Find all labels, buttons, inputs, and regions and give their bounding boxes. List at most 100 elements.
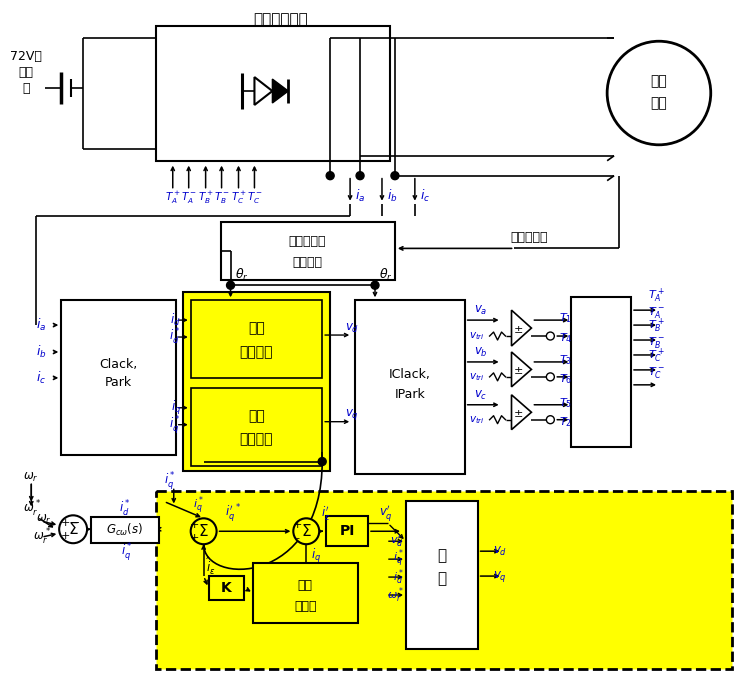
- Text: $v_d'$: $v_d'$: [390, 533, 404, 550]
- Text: $i_\varepsilon'$: $i_\varepsilon'$: [321, 505, 331, 523]
- Text: $\hat{i}_\varepsilon$: $\hat{i}_\varepsilon$: [205, 556, 215, 577]
- Bar: [208, 576, 244, 600]
- Text: $v_{tri}$: $v_{tri}$: [468, 414, 484, 426]
- Bar: [183, 292, 330, 471]
- Bar: [191, 388, 322, 466]
- Text: +: +: [190, 533, 199, 543]
- Text: $i_c$: $i_c$: [36, 370, 47, 386]
- Text: $v_q$: $v_q$: [345, 407, 359, 422]
- Text: $i_a$: $i_a$: [36, 317, 47, 333]
- Text: 72V直: 72V直: [11, 50, 42, 62]
- Text: $T_C^+$: $T_C^+$: [648, 346, 665, 365]
- Text: $\Sigma$: $\Sigma$: [199, 523, 209, 539]
- Text: $T_C^-$: $T_C^-$: [247, 190, 262, 205]
- Text: $i_c$: $i_c$: [420, 188, 430, 204]
- Text: $T_B^-$: $T_B^-$: [648, 335, 665, 350]
- Text: $i_q^*$: $i_q^*$: [169, 414, 180, 436]
- Text: $i_q^*$: $i_q^*$: [164, 471, 176, 493]
- Text: 流电: 流电: [19, 66, 34, 78]
- Text: $i_q$: $i_q$: [311, 547, 321, 565]
- Text: $\omega_r$: $\omega_r$: [35, 513, 51, 526]
- Bar: [156, 26, 390, 161]
- Text: $T_3$: $T_3$: [559, 353, 572, 367]
- Text: $T_1$: $T_1$: [559, 311, 572, 325]
- Text: $i_q'^*$: $i_q'^*$: [226, 502, 242, 525]
- Text: $T_A^+$: $T_A^+$: [648, 287, 665, 305]
- Bar: [61, 300, 176, 455]
- Text: $T_6$: $T_6$: [559, 372, 572, 386]
- Circle shape: [318, 457, 326, 466]
- Circle shape: [547, 332, 554, 340]
- Text: $\omega_r$: $\omega_r$: [23, 471, 39, 484]
- Text: $\omega_r^*$: $\omega_r^*$: [387, 585, 404, 605]
- Circle shape: [391, 172, 399, 179]
- Circle shape: [226, 281, 235, 289]
- Text: $G_{c\omega}(s)$: $G_{c\omega}(s)$: [106, 523, 144, 538]
- Text: $i_a$: $i_a$: [355, 188, 365, 204]
- Text: $i_q^*$: $i_q^*$: [393, 548, 404, 570]
- Text: 频谱: 频谱: [248, 321, 265, 335]
- Text: $v_{tri}$: $v_{tri}$: [468, 330, 484, 342]
- Text: $T_4$: $T_4$: [559, 331, 573, 345]
- Circle shape: [547, 373, 554, 381]
- Text: $\pm$: $\pm$: [514, 407, 523, 419]
- Text: $T_C^-$: $T_C^-$: [648, 365, 665, 380]
- Text: 转速与转子: 转速与转子: [289, 235, 326, 248]
- Text: $T_5$: $T_5$: [559, 396, 572, 410]
- Text: $i_d^*$: $i_d^*$: [119, 499, 131, 520]
- Text: 位置计算: 位置计算: [293, 256, 323, 269]
- Text: $i_q$: $i_q$: [171, 398, 180, 416]
- Circle shape: [293, 518, 319, 544]
- Circle shape: [371, 281, 379, 289]
- Bar: [572, 297, 631, 446]
- Text: $T_B^+$: $T_B^+$: [648, 317, 665, 335]
- Text: +: +: [60, 532, 70, 541]
- Circle shape: [191, 518, 217, 544]
- Circle shape: [326, 172, 334, 179]
- Text: $\pm$: $\pm$: [514, 365, 523, 376]
- Bar: [191, 300, 322, 378]
- Text: $T_B^+$: $T_B^+$: [198, 190, 214, 206]
- Text: $\theta_r$: $\theta_r$: [379, 267, 393, 283]
- Text: Park: Park: [105, 376, 132, 389]
- Text: $T_A^-$: $T_A^-$: [648, 305, 665, 320]
- Text: $v_c$: $v_c$: [474, 389, 487, 402]
- Text: $v_q'$: $v_q'$: [379, 503, 393, 523]
- Text: $T_A^+$: $T_A^+$: [165, 190, 180, 206]
- Text: 带通: 带通: [298, 579, 313, 592]
- Bar: [253, 563, 358, 623]
- Text: +: +: [293, 520, 302, 530]
- Text: $i_d^*$: $i_d^*$: [169, 327, 180, 347]
- Text: 频谱: 频谱: [248, 409, 265, 423]
- Text: $T_B^-$: $T_B^-$: [214, 190, 229, 205]
- Text: $i_d^*$: $i_d^*$: [393, 568, 404, 587]
- Text: $i_b$: $i_b$: [36, 344, 47, 360]
- Text: +: +: [190, 520, 199, 530]
- Circle shape: [59, 516, 87, 543]
- Text: K: K: [221, 581, 232, 595]
- Text: $v_{tri}$: $v_{tri}$: [468, 371, 484, 383]
- Text: 解: 解: [437, 549, 447, 563]
- Text: $i_q^*$: $i_q^*$: [193, 495, 204, 518]
- Text: $\omega_r^*$: $\omega_r^*$: [23, 499, 41, 519]
- Text: +: +: [60, 518, 70, 528]
- Bar: [156, 491, 732, 669]
- Text: 编码器信号: 编码器信号: [511, 231, 548, 244]
- Text: 耦: 耦: [437, 572, 447, 586]
- Text: $v_b$: $v_b$: [474, 346, 487, 359]
- Text: $\pm$: $\pm$: [514, 324, 523, 335]
- Text: IPark: IPark: [395, 388, 425, 401]
- Circle shape: [547, 416, 554, 423]
- Text: $i_q^*$: $i_q^*$: [121, 541, 133, 563]
- Text: Clack,: Clack,: [99, 358, 137, 371]
- Text: $\theta_r$: $\theta_r$: [235, 267, 248, 283]
- Polygon shape: [272, 79, 288, 103]
- Bar: [326, 516, 368, 546]
- Text: 整形算法: 整形算法: [240, 432, 273, 446]
- Bar: [220, 222, 395, 280]
- Text: 整形算法: 整形算法: [240, 345, 273, 359]
- Text: $T_A^-$: $T_A^-$: [180, 190, 196, 205]
- Text: $\Sigma$: $\Sigma$: [301, 523, 311, 539]
- Text: $\Sigma$: $\Sigma$: [68, 521, 78, 537]
- Text: PI: PI: [339, 525, 355, 538]
